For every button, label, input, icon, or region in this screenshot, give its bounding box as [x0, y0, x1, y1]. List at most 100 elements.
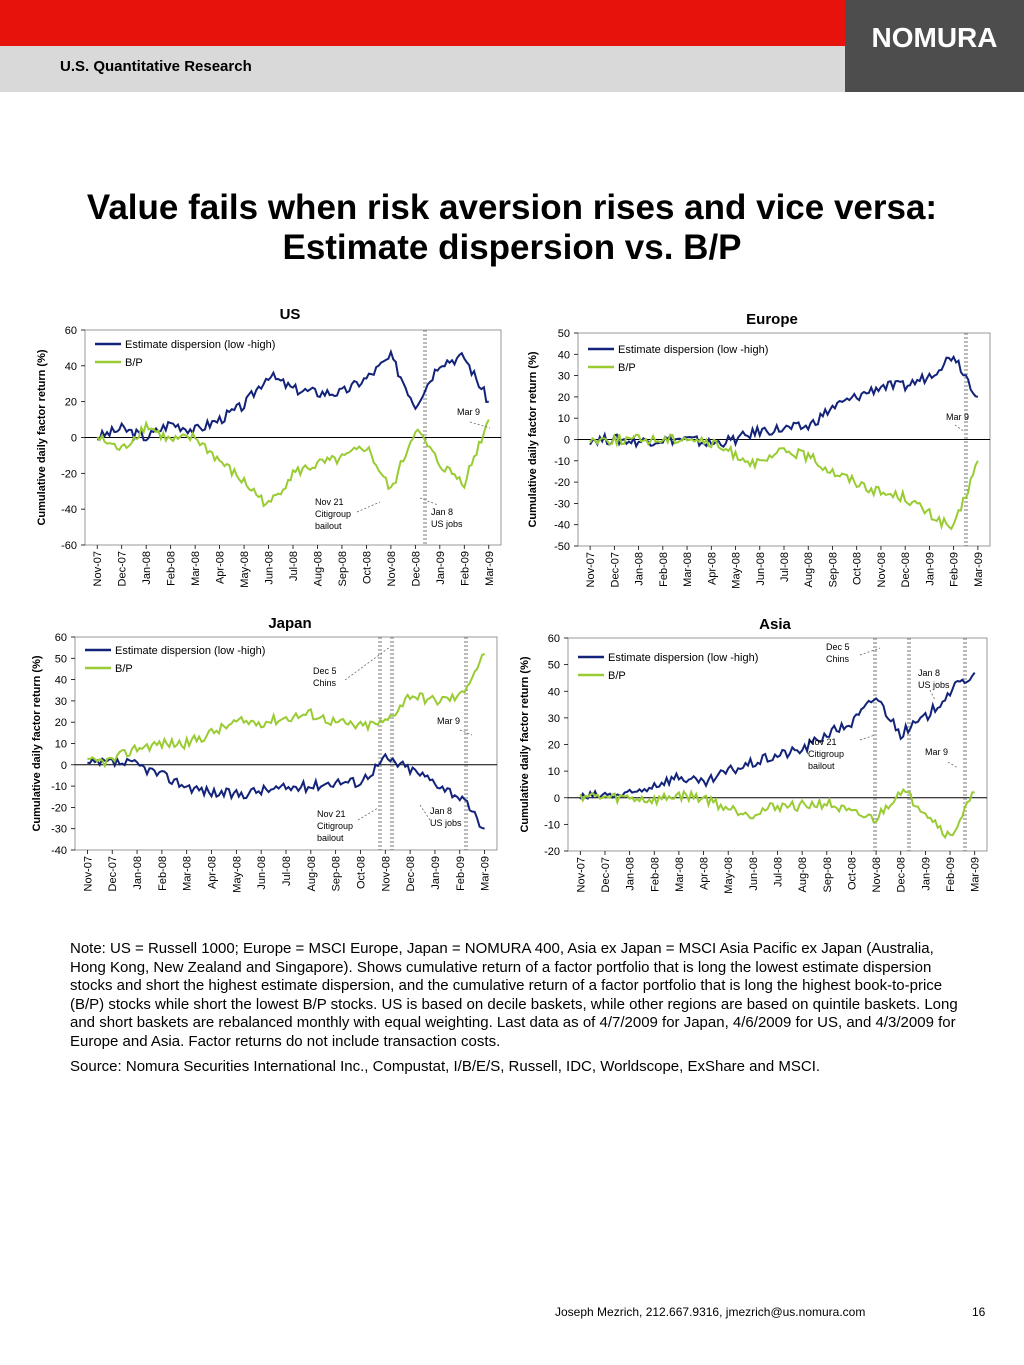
chart-2-xtick-label: Aug-08 [803, 552, 815, 587]
chart-3-xtick-label: Jan-08 [132, 856, 144, 890]
chart-4-xtick-label: Feb-08 [649, 857, 661, 892]
chart-3-xtick-label: Dec-07 [107, 856, 119, 891]
note-text: Note: US = Russell 1000; Europe = MSCI E… [70, 940, 958, 1050]
chart-4-xtick-label: Sep-08 [822, 857, 834, 892]
chart-4-ytick-label: 60 [548, 633, 560, 645]
chart-4-xtick-label: Jun-08 [748, 857, 760, 891]
chart-1-annotation-leader [356, 501, 381, 513]
chart-2-xtick-label: Nov-07 [585, 552, 597, 587]
chart-2-ytick-label: -50 [554, 541, 570, 553]
chart-3-ytick-label: 50 [55, 653, 67, 665]
chart-3-xtick-label: Aug-08 [306, 856, 318, 891]
chart-4-xtick-label: Feb-09 [945, 857, 957, 892]
page-number: 16 [972, 1305, 986, 1319]
chart-4-ytick-label: 20 [548, 740, 560, 752]
chart-2-annotation: Mar 9 [946, 412, 969, 422]
chart-4-annotation-leader [859, 734, 876, 741]
chart-3-plot-area [74, 636, 498, 851]
chart-4-xtick-label: Apr-08 [699, 857, 711, 890]
chart-4-xtick-label: May-08 [723, 857, 735, 894]
chart-1-ytick-label: 0 [71, 433, 77, 445]
chart-2-xtick-label: Jun-08 [755, 552, 767, 586]
chart-1-xtick-label: Jan-09 [435, 551, 447, 585]
chart-2-ytick-label: 10 [558, 413, 570, 425]
chart-3-xtick-label: Nov-07 [82, 856, 94, 891]
chart-3-xtick-label: Oct-08 [355, 856, 367, 889]
chart-1-xtick-label: Feb-09 [459, 551, 471, 586]
chart-3-xtick-label: Jan-09 [430, 856, 442, 890]
chart-1-xtick-label: Jun-08 [264, 551, 276, 585]
nomura-logo-text: NOMURA [871, 22, 998, 53]
chart-3-xtick-label: Nov-08 [380, 856, 392, 891]
chart-4-ytick-label: 10 [548, 766, 560, 778]
chart-1-xtick-label: Oct-08 [361, 551, 373, 584]
chart-3-ytick-label: -20 [51, 802, 67, 814]
chart-1-ytick-label: 60 [65, 325, 77, 337]
section-label: U.S. Quantitative Research [60, 58, 252, 75]
chart-1-ytick-label: -60 [61, 540, 77, 552]
chart-4-ytick-label: 0 [554, 793, 560, 805]
chart-3-xtick-label: Jul-08 [281, 856, 293, 886]
chart-4-title: Asia [759, 616, 791, 633]
chart-3-xtick-label: Mar-08 [182, 856, 194, 891]
chart-2-ytick-label: -20 [554, 477, 570, 489]
chart-1-ytick-label: 40 [65, 361, 77, 373]
chart-3-ytick-label: -30 [51, 824, 67, 836]
chart-1-xtick-label: Feb-08 [166, 551, 178, 586]
chart-2-xtick-label: Nov-08 [876, 552, 888, 587]
page-title-line-2: Estimate dispersion vs. B/P [282, 228, 742, 267]
chart-2-ytick-label: -10 [554, 456, 570, 468]
chart-3-legend-label: B/P [115, 663, 133, 675]
chart-2-xtick-label: Mar-09 [973, 552, 985, 587]
nomura-logo: NOMURA [845, 0, 1024, 92]
chart-3-ytick-label: -10 [51, 781, 67, 793]
chart-3-ytick-label: 20 [55, 717, 67, 729]
chart-4-ytick-label: 30 [548, 713, 560, 725]
chart-2-ytick-label: 50 [558, 328, 570, 340]
chart-4-xtick-label: Jul-08 [773, 857, 785, 887]
chart-4-xtick-label: Jan-08 [625, 857, 637, 891]
chart-4-ytick-label: -10 [544, 819, 560, 831]
chart-3-xtick-label: Jun-08 [256, 856, 268, 890]
chart-4-series-bp-line [579, 787, 975, 840]
chart-3-annotation: Nov 21 Citigroup bailout [317, 809, 353, 843]
chart-2-ytick-label: 30 [558, 371, 570, 383]
chart-2-legend-label: Estimate dispersion (low -high) [618, 344, 768, 356]
chart-1-xtick-label: Dec-08 [410, 551, 422, 586]
chart-2-ytick-label: 40 [558, 349, 570, 361]
chart-3-annotation: Jan 8 US jobs [430, 806, 462, 828]
chart-1-title: US [280, 306, 301, 323]
chart-3-ytick-label: 60 [55, 632, 67, 644]
chart-2-series-bp-line [589, 433, 979, 531]
chart-4-xtick-label: Dec-08 [896, 857, 908, 892]
chart-4-plot-area [567, 637, 988, 852]
chart-4-annotation: Mar 9 [925, 747, 948, 757]
chart-3-xtick-label: Mar-09 [480, 856, 492, 891]
chart-1-annotation: Mar 9 [457, 407, 480, 417]
charts-canvas: US -60 -40 -20 0 20 40 60 Nov-07 Dec-07 Jan-08 Feb-… [31, 306, 991, 894]
chart-1-xtick-label: Sep-08 [337, 551, 349, 586]
footer-contact: Joseph Mezrich, 212.667.9316, jmezrich@u… [555, 1305, 866, 1319]
chart-2-xtick-label: Dec-08 [900, 552, 912, 587]
chart-1-legend-label: B/P [125, 357, 143, 369]
chart-1-xtick-label: Jul-08 [288, 551, 300, 581]
chart-1-series-bp-line [96, 419, 490, 508]
chart-4-annotation: Dec 5 Chins [826, 642, 850, 664]
chart-1-ytick-label: 20 [65, 397, 77, 409]
chart-4-annotation-leader [947, 761, 959, 769]
chart-1-xtick-label: May-08 [239, 551, 251, 588]
chart-1-annotation: Nov 21 Citigroup bailout [315, 497, 351, 531]
chart-4-xtick-label: Oct-08 [846, 857, 858, 890]
chart-3-xtick-label: May-08 [231, 856, 243, 893]
chart-2-xtick-label: Mar-08 [682, 552, 694, 587]
chart-4-legend-label: Estimate dispersion (low -high) [608, 652, 758, 664]
chart-3-annotation-leader [344, 646, 391, 681]
chart-4-ytick-label: 40 [548, 686, 560, 698]
notes-block: Note: US = Russell 1000; Europe = MSCI E… [70, 940, 970, 1084]
chart-2-xtick-label: Dec-07 [609, 552, 621, 587]
chart-2-xtick-label: Jan-08 [634, 552, 646, 586]
chart-1-xtick-label: Aug-08 [312, 551, 324, 586]
chart-3-series-estimate-dispersion-line [87, 752, 485, 830]
chart-4-annotation-leader [929, 689, 936, 701]
header-red-bar [0, 0, 845, 46]
